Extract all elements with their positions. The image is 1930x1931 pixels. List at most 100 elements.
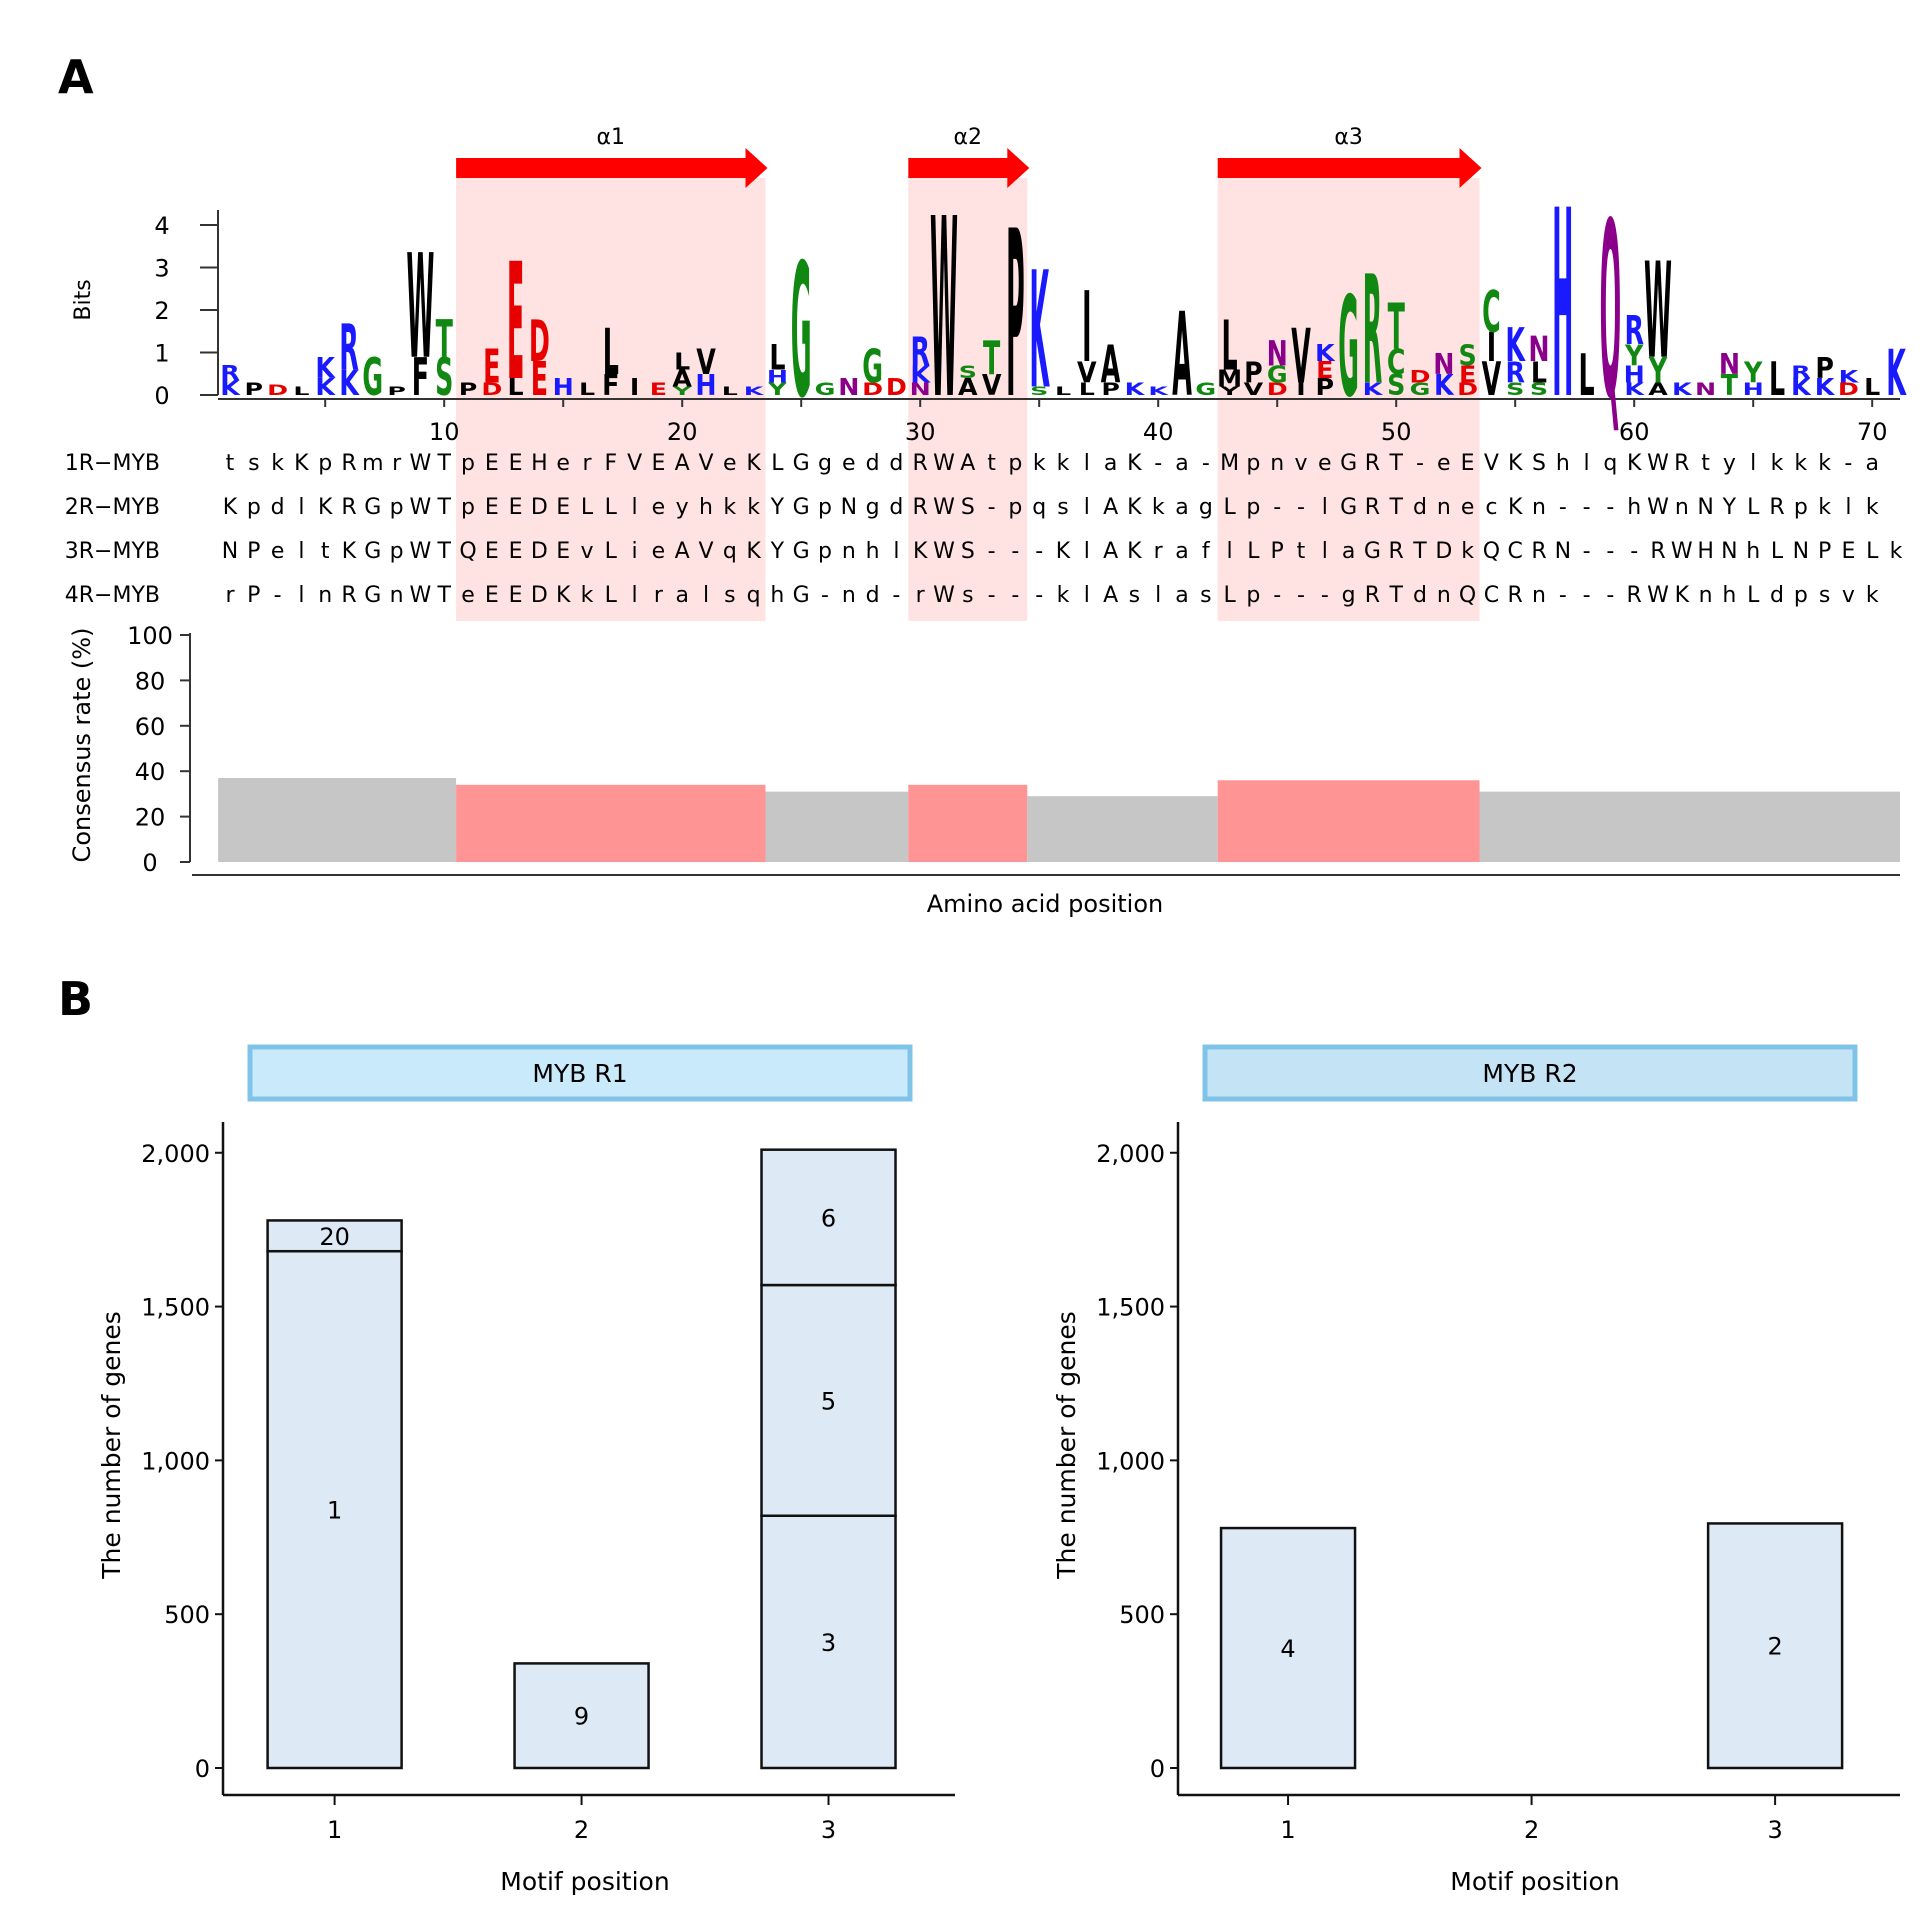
sequence-residue: - [1630,539,1638,564]
sequence-residue: R [1769,495,1784,520]
logo-letter: P [1244,357,1263,390]
consensus-axis: 0 20 40 60 80 100 [127,622,1900,877]
motif-bar-segment [1219,1526,1357,1770]
sequence-residue: G [793,583,810,608]
sequence-residue: k [581,583,594,608]
logo-letter-group: Q [1600,173,1622,453]
sequence-residue: - [1273,583,1281,608]
sequence-residue: l [1084,495,1090,520]
logo-letter: D [1267,380,1288,400]
sequence-residue: L [1223,583,1236,608]
sequence-residue: g [818,451,832,476]
sequence-residue: y [676,495,689,520]
logo-letter: G [1267,361,1288,388]
sequence-residue: R [341,495,356,520]
sequence-residue: l [1227,539,1233,564]
logo-letter: W [406,224,434,391]
sequence-residue: g [866,495,880,520]
logo-letter-group: I [1082,271,1091,385]
sequence-residue: - [1583,495,1591,520]
sequence-residue: l [1845,495,1851,520]
sequence-residue: r [225,583,235,608]
logo-x-tick-label: 50 [1381,418,1412,446]
logo-letter-group: L [1864,374,1880,401]
sequence-residue: c [1485,495,1497,520]
logo-letter: I [1082,271,1091,385]
consensus-y-tick-label: 100 [127,622,173,650]
logo-letter: R [339,312,358,386]
helix-arrow-1 [456,148,768,188]
logo-letter-group: D [1410,367,1431,387]
sequence-residue: K [1508,495,1523,520]
sequence-residue: p [1246,451,1260,476]
logo-letter: P [1006,181,1025,449]
b-y-label: The number of genes [97,1311,126,1580]
sequence-residue: G [364,583,381,608]
logo-letter-group: N [838,374,859,401]
sequence-residue: p [1246,495,1260,520]
sequence-residue: C [1508,539,1523,564]
sequence-residue: Q [1483,539,1500,564]
logo-letter: S [1458,340,1476,373]
logo-y-tick-label: 3 [154,255,169,283]
logo-letter-group: L [1531,357,1547,390]
sequence-residue: N [1697,495,1713,520]
consensus-bars [218,778,1900,862]
sequence-residue: n [842,583,856,608]
logo-letter-group: Y [1624,340,1644,373]
sequence-residue: N [1793,539,1809,564]
logo-letter-group: L [293,384,309,397]
logo-letter: T [436,308,453,369]
logo-letter: K [1315,340,1336,367]
logo-letter: Y [1624,340,1644,373]
logo-letter: P [1101,380,1120,400]
sequence-residue: T [1388,495,1403,520]
logo-letter-group: Y [1648,351,1668,391]
sequence-residue: W [410,539,432,564]
logo-letter-group: L [1079,380,1095,400]
sequence-residue: e [652,539,666,564]
motif-bar-label: 1 [327,1497,342,1525]
sequence-residue: q [723,539,737,564]
logo-letter-group: G [791,224,812,438]
sequence-residue: T [1412,539,1427,564]
logo-letter-group: R [1791,363,1811,383]
sequence-residue: p [1008,451,1022,476]
sequence-residue: h [1722,583,1736,608]
sequence-residue: - [1011,583,1019,608]
logo-letter-group: D [529,309,550,375]
sequence-residue: n [1437,495,1451,520]
sequence-residue: E [485,451,499,476]
motif-bar-label: 2 [1767,1633,1782,1661]
logo-letter-group: G [1338,268,1359,428]
logo-letter-group: D [886,374,907,401]
sequence-residue: P [247,539,260,564]
sequence-residue: A [675,451,690,476]
sequence-residue: R [913,451,928,476]
logo-letter-group: V [1077,357,1097,390]
sequence-residue: r [1154,539,1164,564]
sequence-residue: K [223,495,238,520]
logo-letter-group: E [1459,361,1476,388]
logo-letter: E [507,230,524,417]
sequence-name: 3R−MYB [65,539,160,564]
logo-letter-group: K [315,374,336,401]
sequence-residue: h [1556,451,1570,476]
logo-letter: K [1791,374,1812,401]
consensus-y-tick-label: 60 [135,713,166,741]
motif-bar-segment [760,1283,897,1518]
logo-letter: N [910,380,931,400]
logo-letter: N [1719,348,1740,381]
b-x-tick-label: 2 [574,1816,589,1844]
sequence-residue: F [604,451,617,476]
logo-letter: E [1316,357,1333,384]
logo-letter-group: P [1316,374,1335,401]
logo-letter-group: P [1815,353,1834,386]
sequence-residue: E [556,539,570,564]
logo-letter: A [1172,289,1192,423]
sequence-residue: K [1675,583,1690,608]
sequence-residue: e [652,495,666,520]
sequence-residue: E [556,495,570,520]
sequence-residue: l [1322,495,1328,520]
logo-letter-group: L [1769,353,1785,406]
